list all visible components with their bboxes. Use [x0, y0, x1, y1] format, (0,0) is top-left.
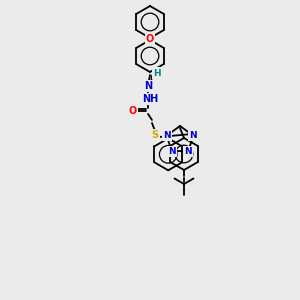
Text: S: S [152, 130, 159, 140]
Text: NH: NH [142, 94, 158, 104]
Text: N: N [184, 147, 192, 156]
Text: N: N [144, 81, 152, 91]
Text: N: N [163, 131, 170, 140]
Text: N: N [168, 147, 176, 156]
Text: O: O [129, 106, 137, 116]
Text: O: O [146, 34, 154, 44]
Text: H: H [153, 68, 161, 77]
Text: N: N [190, 131, 197, 140]
